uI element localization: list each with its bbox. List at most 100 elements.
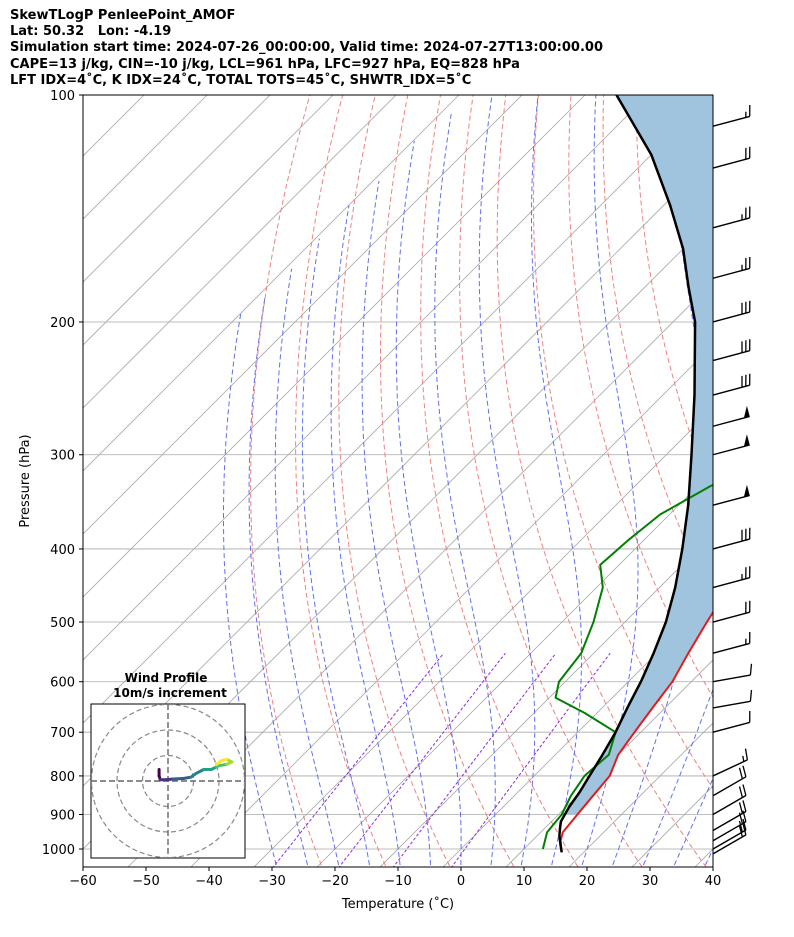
isotherm-line (83, 95, 334, 346)
wind-barb (712, 689, 753, 709)
chart-title-station: SkewTLogP PenleePoint_AMOF (10, 8, 236, 23)
dry-adiabat-line (733, 78, 794, 880)
hodograph-segment (214, 759, 224, 766)
wind-barb (712, 631, 751, 654)
isotherm-line (83, 95, 460, 472)
wind-barb (712, 818, 747, 850)
moist-adiabat-line (301, 238, 370, 866)
wind-barb (712, 765, 747, 797)
moist-adiabat-line (274, 268, 340, 866)
isotherm-line (505, 659, 713, 867)
wind-barb (712, 600, 751, 623)
y-tick-label: 800 (50, 770, 75, 785)
chart-title-indices-2: LFT IDX=4˚C, K IDX=24˚C, TOTAL TOTS=45˚C… (10, 73, 472, 88)
moist-adiabat-line (581, 95, 639, 866)
isotherm-line (83, 95, 271, 283)
wind-barb (712, 339, 751, 362)
mixing-ratio-line (392, 652, 557, 867)
y-tick-label: 300 (50, 449, 75, 464)
dry-adiabat-line (380, 95, 515, 867)
isotherm-line (127, 281, 713, 867)
dry-adiabat-line (459, 95, 643, 867)
wind-barb (712, 784, 747, 816)
hodograph-subtitle: 10m/s increment (113, 686, 227, 700)
y-tick-label: 200 (50, 316, 75, 331)
isotherm-line (253, 407, 713, 867)
wind-barbs (712, 104, 753, 855)
x-tick-label: 0 (457, 874, 465, 889)
x-axis-label: Temperature (˚C) (341, 896, 454, 912)
mixing-ratio-line (272, 652, 445, 867)
cape-shading (564, 95, 713, 815)
x-tick-label: −30 (258, 874, 285, 889)
wind-barb (712, 748, 749, 777)
dry-adiabat-line (635, 95, 713, 496)
y-tick-label: 100 (50, 89, 75, 104)
x-tick-label: −40 (195, 874, 222, 889)
isotherm-line (379, 533, 713, 867)
isotherm-line (83, 95, 208, 220)
moist-adiabat-line (330, 205, 401, 866)
moist-adiabat-line (361, 180, 431, 866)
x-tick-label: 20 (579, 874, 596, 889)
cape-area (564, 95, 713, 815)
wind-barb (712, 373, 751, 396)
mixing-ratio-line (338, 652, 506, 867)
wind-barb (712, 146, 751, 169)
x-tick-label: 30 (642, 874, 659, 889)
wind-barb (712, 663, 753, 683)
dry-adiabat-line (420, 95, 579, 867)
x-tick-label: −60 (69, 874, 96, 889)
y-tick-label: 500 (50, 616, 75, 631)
isotherm-line (568, 722, 713, 867)
wind-barb (712, 823, 747, 855)
wind-barb (712, 256, 751, 279)
isotherm-line (83, 95, 586, 598)
moist-adiabat-line (673, 777, 713, 866)
y-axis-ticks: 1000 900 800 700 600 500 400 300 200 100 (42, 89, 83, 858)
y-tick-label: 900 (50, 808, 75, 823)
isotherm-line (316, 470, 713, 867)
dry-adiabat-line (295, 95, 387, 867)
dry-adiabat-line (250, 95, 323, 867)
isotherm-line (83, 95, 397, 409)
profile-lines (541, 95, 713, 853)
moist-adiabat-line (531, 95, 583, 866)
chart-title-times: Simulation start time: 2024-07-26_00:00:… (10, 40, 603, 55)
x-tick-label: −20 (321, 874, 348, 889)
wind-barb (712, 206, 751, 229)
dry-adiabat-line (568, 95, 713, 699)
chart-title-indices-1: CAPE=13 j/kg, CIN=-10 j/kg, LCL=961 hPa,… (10, 57, 520, 72)
y-tick-label: 600 (50, 676, 75, 691)
y-tick-label: 700 (50, 726, 75, 741)
parcel-line (558, 95, 697, 853)
hodograph-inset: Wind Profile 10m/s increment (90, 671, 246, 859)
x-tick-label: −10 (384, 874, 411, 889)
mixing-ratio-line (451, 652, 611, 867)
isotherm-line (83, 95, 523, 535)
hodograph-segment (171, 777, 185, 781)
isotherm-line (83, 95, 712, 724)
wind-barb (712, 405, 750, 427)
y-tick-label: 400 (50, 543, 75, 558)
dry-adiabat-line (338, 95, 451, 867)
moist-adiabat-line (643, 687, 713, 866)
wind-barb (712, 300, 751, 323)
dry-adiabat-line (496, 95, 707, 867)
isotherm-line (745, 78, 794, 880)
isotherm-line (442, 596, 713, 867)
temperature-line (559, 610, 713, 853)
wind-barb (712, 484, 750, 506)
moist-adiabat-line (704, 847, 713, 866)
dry-adiabat-line (765, 78, 794, 880)
moist-adiabat-line (248, 296, 308, 866)
moist-adiabat-line (434, 110, 496, 866)
wind-barb (712, 104, 751, 127)
wind-barb (712, 527, 751, 550)
x-tick-label: 10 (516, 874, 533, 889)
x-tick-label: 40 (705, 874, 722, 889)
y-axis-label: Pressure (hPa) (18, 434, 33, 527)
background-lines (83, 78, 794, 880)
wind-barb (712, 434, 750, 456)
